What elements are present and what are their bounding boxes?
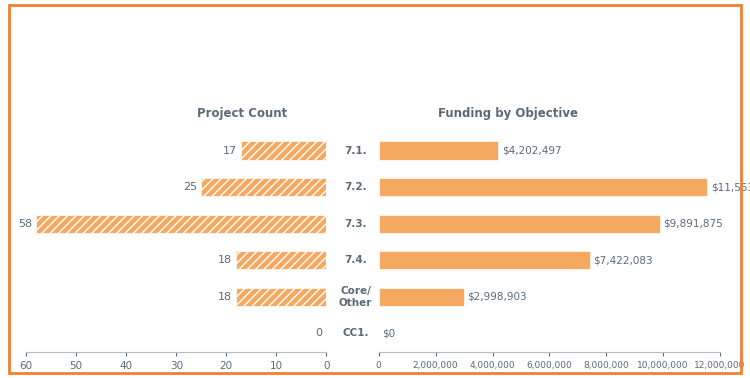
Text: 7.4.: 7.4.: [344, 255, 367, 265]
Bar: [201, 178, 326, 196]
Bar: [36, 215, 326, 233]
Text: 7.1.: 7.1.: [344, 146, 367, 156]
Text: Question 7 - Infrastructure & Surveillance: Question 7 - Infrastructure & Surveillan…: [236, 39, 514, 52]
Text: $11,553,624: $11,553,624: [711, 182, 750, 192]
Text: 7.2.: 7.2.: [344, 182, 367, 192]
Text: 58: 58: [18, 218, 32, 229]
Text: Total Funding: $36,068,982: Total Funding: $36,068,982: [284, 60, 466, 73]
Text: 18: 18: [218, 292, 232, 302]
Text: Number of Projects: 136: Number of Projects: 136: [294, 81, 456, 93]
Text: $4,202,497: $4,202,497: [502, 146, 561, 156]
Text: 7.3.: 7.3.: [344, 218, 367, 229]
Text: 25: 25: [183, 182, 197, 192]
Text: Funding by Objective: Funding by Objective: [439, 107, 578, 120]
Text: $0: $0: [382, 328, 395, 338]
Text: $2,998,903: $2,998,903: [467, 292, 527, 302]
Text: $7,422,083: $7,422,083: [593, 255, 652, 265]
Bar: [379, 288, 464, 306]
Text: 0: 0: [315, 328, 322, 338]
Bar: [242, 141, 326, 160]
Text: 2016: 2016: [352, 15, 398, 34]
Text: 18: 18: [218, 255, 232, 265]
Text: Core/
Other: Core/ Other: [339, 286, 372, 308]
Bar: [379, 141, 498, 160]
Bar: [379, 178, 707, 196]
Bar: [236, 288, 326, 306]
Text: $9,891,875: $9,891,875: [664, 218, 723, 229]
Text: Project Count: Project Count: [197, 107, 287, 120]
Text: 17: 17: [224, 146, 237, 156]
Bar: [236, 251, 326, 270]
Bar: [379, 215, 660, 233]
Text: CC1.: CC1.: [342, 328, 369, 338]
Bar: [379, 251, 590, 270]
